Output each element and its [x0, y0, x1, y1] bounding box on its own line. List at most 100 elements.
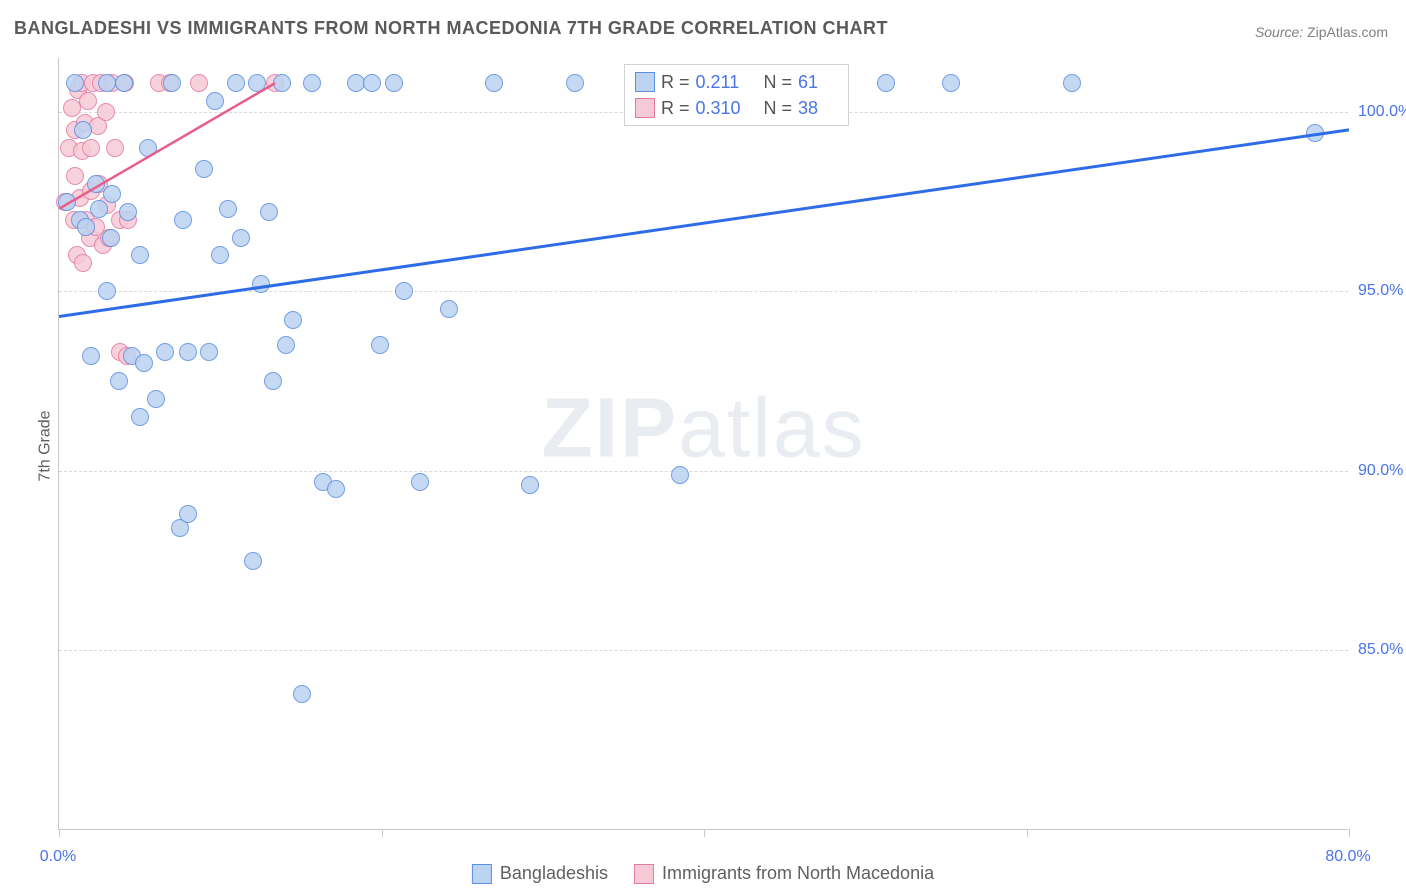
scatter-point-a — [179, 505, 197, 523]
scatter-point-a — [566, 74, 584, 92]
watermark-bold: ZIP — [541, 381, 678, 475]
y-axis-label: 7th Grade — [37, 410, 55, 481]
scatter-point-a — [284, 311, 302, 329]
chart-container: BANGLADESHI VS IMMIGRANTS FROM NORTH MAC… — [0, 0, 1406, 892]
scatter-point-b — [106, 139, 124, 157]
y-tick-label: 90.0% — [1358, 462, 1403, 480]
scatter-point-b — [66, 167, 84, 185]
source-label: Source: — [1255, 24, 1303, 40]
x-tick-label: 0.0% — [40, 848, 76, 866]
scatter-point-a — [232, 229, 250, 247]
scatter-point-b — [97, 103, 115, 121]
y-gridline — [59, 291, 1348, 292]
trend-layer — [59, 58, 1349, 830]
legend-top-row: R = 0.310 N =38 — [635, 95, 838, 121]
scatter-point-a — [74, 121, 92, 139]
x-tick-mark — [704, 829, 705, 837]
y-tick-label: 95.0% — [1358, 282, 1403, 300]
scatter-point-a — [260, 203, 278, 221]
legend-r-label: R = — [661, 72, 690, 93]
scatter-point-a — [327, 480, 345, 498]
legend-top-row: R =0.211N =61 — [635, 69, 838, 95]
scatter-point-a — [200, 343, 218, 361]
legend-swatch — [635, 72, 655, 92]
legend-swatch — [635, 98, 655, 118]
scatter-point-a — [103, 185, 121, 203]
scatter-point-a — [303, 74, 321, 92]
scatter-point-a — [77, 218, 95, 236]
scatter-point-a — [163, 74, 181, 92]
scatter-point-a — [131, 246, 149, 264]
scatter-point-b — [82, 139, 100, 157]
scatter-point-a — [82, 347, 100, 365]
scatter-point-a — [195, 160, 213, 178]
scatter-point-a — [1306, 124, 1324, 142]
scatter-point-a — [90, 200, 108, 218]
scatter-point-a — [98, 282, 116, 300]
y-tick-label: 100.0% — [1358, 103, 1406, 121]
scatter-point-a — [119, 203, 137, 221]
legend-bottom-item: Immigrants from North Macedonia — [634, 863, 934, 884]
legend-top: R =0.211N =61R =0.310N =38 — [624, 64, 849, 126]
scatter-point-a — [293, 685, 311, 703]
scatter-point-a — [277, 336, 295, 354]
scatter-point-a — [227, 74, 245, 92]
scatter-point-a — [521, 476, 539, 494]
x-tick-mark — [59, 829, 60, 837]
scatter-point-a — [671, 466, 689, 484]
legend-r-label: R = — [661, 98, 690, 119]
scatter-point-a — [174, 211, 192, 229]
scatter-point-a — [156, 343, 174, 361]
scatter-point-a — [115, 74, 133, 92]
x-tick-mark — [1349, 829, 1350, 837]
legend-bottom-label: Immigrants from North Macedonia — [662, 863, 934, 884]
scatter-point-a — [371, 336, 389, 354]
y-gridline — [59, 471, 1348, 472]
scatter-point-a — [244, 552, 262, 570]
x-tick-mark — [1027, 829, 1028, 837]
scatter-point-a — [135, 354, 153, 372]
legend-swatch — [472, 864, 492, 884]
scatter-point-b — [190, 74, 208, 92]
scatter-point-a — [58, 193, 76, 211]
scatter-point-a — [131, 408, 149, 426]
legend-bottom-label: Bangladeshis — [500, 863, 608, 884]
plot-area: ZIPatlas R =0.211N =61R =0.310N =38 — [58, 58, 1348, 830]
legend-bottom-item: Bangladeshis — [472, 863, 608, 884]
scatter-point-a — [66, 74, 84, 92]
scatter-point-a — [411, 473, 429, 491]
legend-n-label: N = — [764, 98, 793, 119]
legend-n-value: 38 — [798, 98, 838, 119]
scatter-point-a — [363, 74, 381, 92]
legend-bottom: Bangladeshis Immigrants from North Macedo… — [472, 863, 934, 884]
watermark-rest: atlas — [678, 381, 865, 475]
x-tick-label: 80.0% — [1325, 848, 1370, 866]
source-value: ZipAtlas.com — [1307, 24, 1388, 40]
y-gridline — [59, 650, 1348, 651]
scatter-point-a — [385, 74, 403, 92]
scatter-point-a — [87, 175, 105, 193]
scatter-point-a — [440, 300, 458, 318]
x-tick-mark — [382, 829, 383, 837]
scatter-point-a — [264, 372, 282, 390]
legend-n-label: N = — [764, 72, 793, 93]
legend-swatch — [634, 864, 654, 884]
chart-title: BANGLADESHI VS IMMIGRANTS FROM NORTH MAC… — [14, 18, 888, 39]
legend-r-value: 0.310 — [696, 98, 758, 119]
scatter-point-a — [179, 343, 197, 361]
scatter-point-a — [102, 229, 120, 247]
y-tick-label: 85.0% — [1358, 641, 1403, 659]
scatter-point-b — [79, 92, 97, 110]
scatter-point-a — [1063, 74, 1081, 92]
scatter-point-a — [273, 74, 291, 92]
scatter-point-a — [395, 282, 413, 300]
scatter-point-a — [248, 74, 266, 92]
scatter-point-a — [877, 74, 895, 92]
legend-n-value: 61 — [798, 72, 838, 93]
scatter-point-a — [219, 200, 237, 218]
scatter-point-a — [485, 74, 503, 92]
scatter-point-a — [147, 390, 165, 408]
scatter-point-a — [206, 92, 224, 110]
scatter-point-a — [252, 275, 270, 293]
scatter-point-a — [139, 139, 157, 157]
